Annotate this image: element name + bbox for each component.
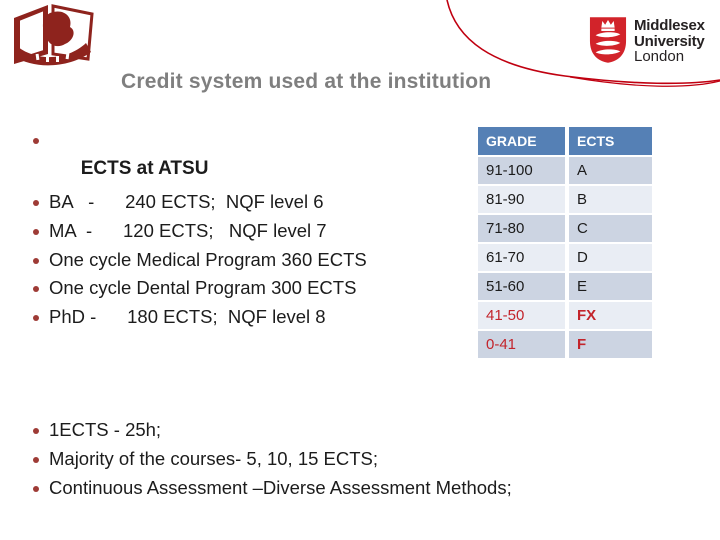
mdx-logo: Middlesex University London (589, 16, 705, 65)
table-header-ects: ECTS (569, 127, 652, 155)
bullet-icon (33, 286, 39, 293)
programs-list: BA - 240 ECTS; NQF level 6 MA - 120 ECTS… (30, 188, 367, 332)
bullet-text: 1ECTS - 25h; (49, 419, 162, 440)
notes-list: 1ECTS - 25h; Majority of the courses- 5,… (30, 416, 512, 502)
table-cell-ects: A (569, 157, 652, 184)
bullet-item: One cycle Dental Program 300 ECTS (30, 274, 367, 303)
table-cell-grade: 61-70 (478, 244, 565, 271)
bullet-icon (33, 200, 39, 206)
table-cell-ects: D (569, 244, 652, 271)
table-cell-ects: E (569, 273, 652, 300)
bullet-item: Continuous Assessment –Diverse Assessmen… (30, 474, 512, 503)
bullet-item: One cycle Medical Program 360 ECTS (30, 246, 367, 275)
table-cell-grade: 91-100 (478, 157, 565, 184)
bullet-text: Continuous Assessment –Diverse Assessmen… (49, 476, 512, 498)
table-header-grade: GRADE (478, 127, 565, 155)
bullet-text: One cycle Dental Program 300 ECTS (49, 277, 357, 299)
bullet-item: BA - 240 ECTS; NQF level 6 (30, 188, 367, 217)
table-cell-ects: B (569, 186, 652, 213)
table-cell-grade: 0-41 (478, 331, 565, 358)
bullet-text: ECTS at ATSU (80, 157, 209, 179)
bullet-icon (33, 485, 39, 492)
bullet-item: 1ECTS - 25h; (30, 416, 512, 445)
grade-table: GRADE ECTS 91-100 A 81-90 B 71-80 C 61-7… (478, 127, 652, 358)
mdx-logo-line2: University (634, 32, 705, 50)
table-cell-grade: 51-60 (478, 273, 565, 300)
bullet-text: PhD - 180 ECTS; NQF level 8 (49, 306, 326, 328)
table-cell-ects: FX (569, 302, 652, 329)
mdx-logo-text: Middlesex University London (634, 16, 705, 65)
bullet-text: One cycle Medical Program 360 ECTS (49, 248, 367, 270)
slide-title: Credit system used at the institution (121, 70, 492, 93)
mdx-shield-icon (589, 17, 627, 63)
bullet-item: MA - 120 ECTS; NQF level 7 (30, 217, 367, 246)
bullet-item: PhD - 180 ECTS; NQF level 8 (30, 303, 367, 332)
ects-heading-list: ECTS at ATSU (30, 126, 208, 212)
bullet-icon (33, 428, 39, 434)
table-cell-grade: 41-50 (478, 302, 565, 329)
bullet-icon (33, 315, 39, 322)
bullet-item-heading: ECTS at ATSU (30, 126, 208, 212)
table-cell-grade: 81-90 (478, 186, 565, 213)
atsu-logo-icon (14, 4, 94, 66)
bullet-icon (33, 228, 39, 235)
table-cell-grade: 71-80 (478, 215, 565, 242)
bullet-text: BA - 240 ECTS; NQF level 6 (49, 191, 324, 212)
mdx-logo-line1: Middlesex (634, 17, 705, 34)
table-cell-ects: F (569, 331, 652, 358)
bullet-icon (33, 456, 39, 463)
table-cell-ects: C (569, 215, 652, 242)
bullet-icon (33, 257, 39, 264)
mdx-logo-line3: London (634, 48, 685, 65)
bullet-icon (33, 138, 39, 144)
bullet-item: Majority of the courses- 5, 10, 15 ECTS; (30, 445, 512, 474)
bullet-text: Majority of the courses- 5, 10, 15 ECTS; (49, 447, 379, 469)
bullet-text: MA - 120 ECTS; NQF level 7 (49, 219, 327, 241)
